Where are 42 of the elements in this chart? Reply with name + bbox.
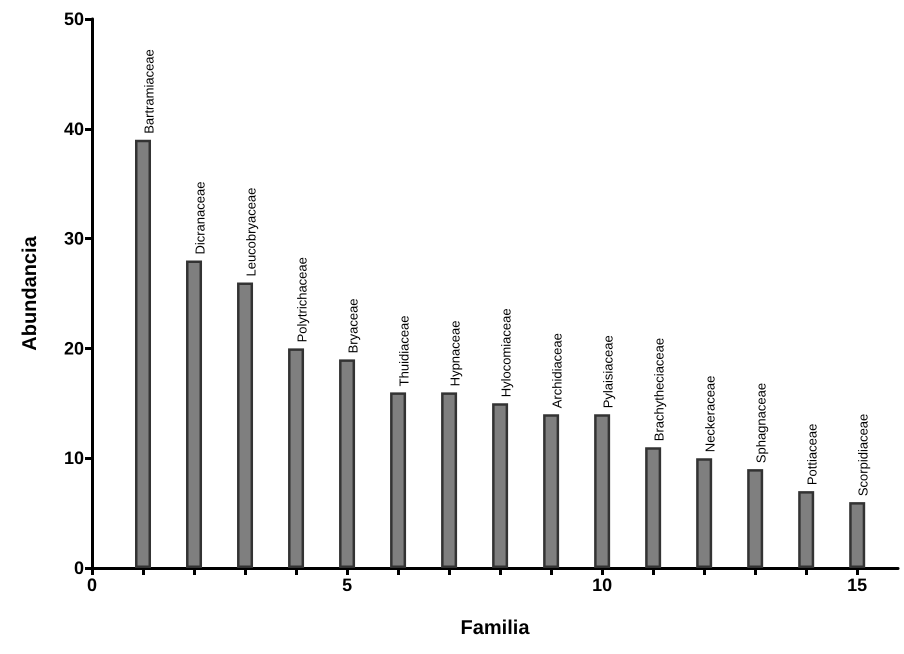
- annotation: Leucobryaceae: [244, 188, 259, 277]
- bar: [849, 502, 866, 568]
- bar: [135, 140, 152, 568]
- x-tick-label: 5: [342, 575, 352, 595]
- annotation: Neckeraceae: [702, 376, 718, 452]
- bar: [339, 359, 356, 568]
- bar: [747, 469, 764, 568]
- x-tick-label: 0: [86, 575, 98, 595]
- annotation: Polytrichaceae: [294, 257, 310, 342]
- bar: [492, 403, 508, 568]
- y-tick-label: 30: [64, 228, 84, 249]
- annotation: Dicranaceae: [192, 182, 208, 255]
- x-tick-label: 10: [592, 575, 612, 595]
- bar: [237, 282, 254, 568]
- bar: [186, 260, 202, 568]
- annotation: Pottiaceae: [804, 424, 820, 486]
- annotation: Bartramiaceae: [142, 49, 157, 134]
- bar: [543, 414, 560, 568]
- bar: [645, 447, 662, 568]
- bar: [696, 458, 712, 568]
- bar: [390, 392, 406, 568]
- annotation: Archidiaceae: [550, 333, 565, 408]
- bar: [798, 491, 814, 568]
- bar: [441, 392, 458, 568]
- x-axis-title: Familia: [460, 617, 530, 639]
- annotation: Sphagnaceae: [754, 382, 769, 464]
- annotation: Hylocomiaceae: [498, 308, 514, 398]
- y-axis-title: Abundancia: [19, 235, 41, 351]
- annotation: Pylaisiaceae: [600, 335, 616, 408]
- y-tick-label: 50: [64, 9, 84, 29]
- y-tick-label: 10: [64, 448, 84, 468]
- y-tick-label: 0: [74, 558, 84, 578]
- annotation: Hypnaceae: [448, 320, 463, 386]
- annotation: Thuidiaceae: [396, 315, 412, 386]
- bar: [288, 348, 304, 568]
- annotation: Bryaceae: [346, 298, 361, 354]
- x-tick-label: 15: [847, 575, 868, 595]
- y-tick-label: 40: [64, 118, 84, 139]
- y-tick-label: 20: [64, 338, 84, 358]
- bar: [594, 414, 610, 568]
- annotation: Scorpidiaceae: [856, 414, 871, 496]
- annotation: Brachytheciaceae: [652, 338, 667, 442]
